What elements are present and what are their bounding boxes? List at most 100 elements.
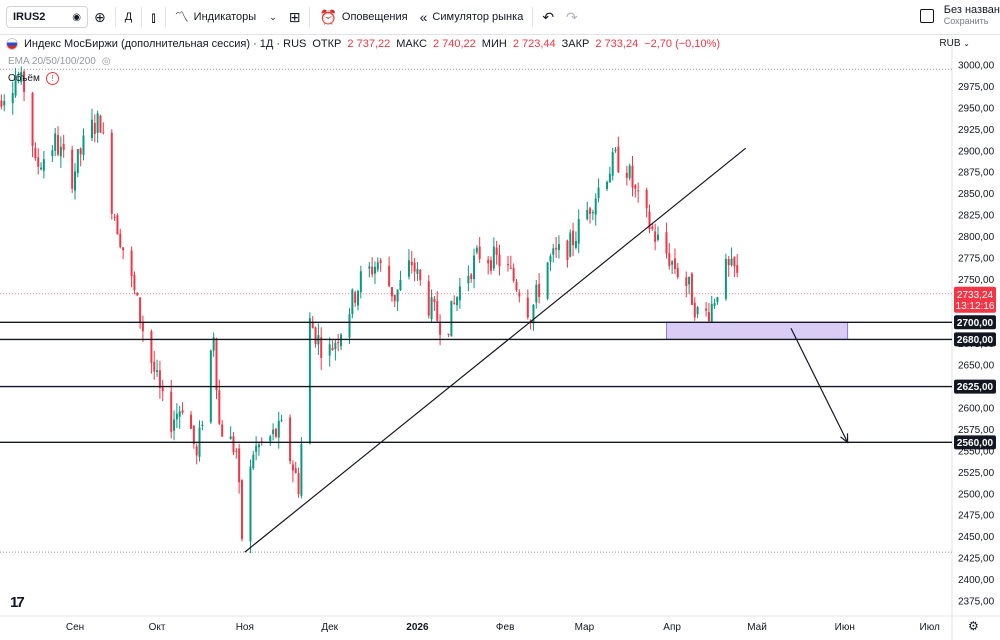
candle-down (57, 135, 60, 155)
candle-down (736, 265, 739, 273)
arrow-line[interactable] (790, 328, 849, 443)
candle-down (634, 185, 637, 189)
candle-down (379, 260, 382, 263)
trend-line[interactable] (244, 147, 747, 553)
layout-save-button[interactable]: Без назван Сохранить (944, 4, 1000, 26)
separator (141, 7, 143, 27)
templates-button[interactable]: ⊞ (283, 5, 307, 29)
candle-up (373, 266, 376, 274)
candle-down (274, 428, 277, 437)
target-zone-rect[interactable] (665, 321, 849, 340)
undo-button[interactable]: ↶ (536, 5, 560, 29)
candle-up (11, 93, 14, 104)
warning-icon: ! (45, 72, 59, 85)
candle-up (396, 289, 399, 302)
candle-up (456, 297, 459, 306)
candle-down (490, 260, 493, 271)
candle-down (122, 247, 125, 251)
layout-name: Без назван (943, 4, 1000, 16)
legend-low: 2 723,44 (512, 38, 556, 50)
separator (532, 7, 534, 27)
y-tick-label: 2775,00 (958, 253, 995, 264)
separator (309, 7, 311, 27)
candle-down (447, 333, 450, 335)
candle-down (221, 424, 224, 437)
ema-label: EMA 20/50/100/200 (8, 56, 96, 67)
gear-icon[interactable]: ⚙ (968, 619, 979, 633)
interval-button[interactable]: Д (119, 5, 138, 29)
candle-up (252, 454, 255, 469)
y-tick-label: 2375,00 (958, 597, 995, 608)
candle-up (549, 256, 552, 262)
candle-down (676, 268, 679, 278)
ema-indicator-row[interactable]: EMA 20/50/100/200 ◎ (8, 56, 111, 67)
candle-down (141, 322, 144, 332)
candle-up (591, 212, 594, 214)
alerts-button[interactable]: ⏰ Оповещения (313, 5, 413, 29)
candle-down (192, 425, 195, 445)
candle-down (294, 468, 297, 473)
currency-selector[interactable]: RUB ⌄ (939, 38, 970, 49)
candle-down (116, 215, 119, 235)
candle-down (320, 337, 323, 358)
candle-down (509, 267, 512, 269)
symbol-search[interactable]: IRUS2 ◉ (6, 6, 88, 28)
alerts-label: Оповещения (341, 11, 408, 23)
compare-button[interactable]: ⊕ (88, 5, 112, 29)
x-tick-label: Мар (575, 622, 595, 633)
candle-up (249, 466, 252, 542)
candle-up (546, 262, 549, 299)
candle-down (625, 172, 628, 178)
y-tick-label: 2800,00 (958, 232, 995, 243)
candle-down (337, 342, 340, 344)
volume-indicator-row[interactable]: Объём ! (8, 72, 59, 85)
candle-down (195, 446, 198, 456)
candle-up (272, 429, 275, 435)
redo-icon: ↷ (566, 8, 578, 25)
top-toolbar: IRUS2 ◉ ⊕ Д ⫾ 〽 Индикаторы ⌄ ⊞ ⏰ Оповеще… (0, 0, 1000, 35)
volume-label: Объём (8, 73, 40, 84)
rewind-icon: « (419, 9, 428, 25)
candle-up (606, 181, 609, 189)
x-tick-label: Дек (321, 622, 338, 633)
candle-down (62, 143, 65, 151)
candle-up (597, 187, 600, 199)
candle-down (153, 361, 156, 372)
candle-up (229, 436, 232, 440)
y-tick-label: 2925,00 (958, 125, 995, 136)
chart-type-button[interactable]: ⫾ (145, 5, 161, 29)
y-tick-label: 2400,00 (958, 575, 995, 586)
replay-button[interactable]: « Симулятор рынка (414, 5, 530, 29)
candle-up (724, 258, 727, 299)
candle-down (654, 231, 657, 242)
candle-down (291, 464, 294, 471)
candle-up (42, 159, 45, 171)
layout-checkbox-icon[interactable] (919, 9, 934, 23)
countdown-label: 13:12:16 (956, 301, 995, 312)
candle-down (354, 292, 357, 303)
candle-up (20, 71, 23, 83)
x-tick-label: Фев (496, 622, 514, 633)
undo-icon: ↶ (542, 8, 555, 25)
candle-down (651, 226, 654, 230)
candle-down (235, 450, 238, 452)
candle-up (359, 271, 362, 293)
candle-down (133, 274, 136, 291)
candle-up (586, 209, 589, 220)
indicators-button[interactable]: 〽 Индикаторы ⌄ (169, 5, 283, 29)
redo-button[interactable]: ↷ (560, 5, 584, 29)
candle-down (566, 240, 569, 260)
level-price-tag (954, 435, 996, 450)
candle-down (238, 448, 241, 483)
candle-down (518, 292, 521, 297)
y-tick-label: 2950,00 (958, 103, 995, 114)
y-tick-label: 2425,00 (958, 554, 995, 565)
legend-open-label: ОТКР (312, 38, 342, 50)
tradingview-logo-icon[interactable]: 17 (10, 594, 25, 611)
price-chart[interactable]: 3000,00 2975,00 2950,00 2925,00 2900,00 2875,… (0, 34, 1000, 640)
candle-up (407, 260, 410, 277)
candle-up (473, 255, 476, 279)
candle-up (173, 419, 176, 431)
candle-down (130, 250, 133, 277)
candle-down (113, 216, 116, 218)
